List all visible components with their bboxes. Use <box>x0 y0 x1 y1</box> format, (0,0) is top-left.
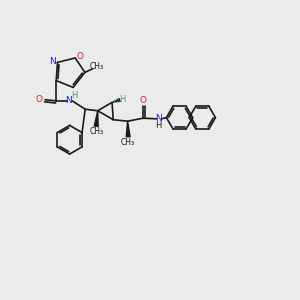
Text: CH₃: CH₃ <box>89 127 103 136</box>
Text: N: N <box>49 57 56 66</box>
Text: H: H <box>155 121 162 130</box>
Polygon shape <box>126 121 130 137</box>
Text: N: N <box>65 96 72 105</box>
Text: N: N <box>155 114 162 123</box>
Text: H: H <box>119 94 126 103</box>
Text: O: O <box>76 52 83 61</box>
Polygon shape <box>94 111 98 127</box>
Text: H: H <box>71 91 77 100</box>
Text: O: O <box>36 95 43 104</box>
Text: CH₃: CH₃ <box>121 138 135 147</box>
Text: O: O <box>140 96 147 105</box>
Text: CH₃: CH₃ <box>89 62 103 71</box>
